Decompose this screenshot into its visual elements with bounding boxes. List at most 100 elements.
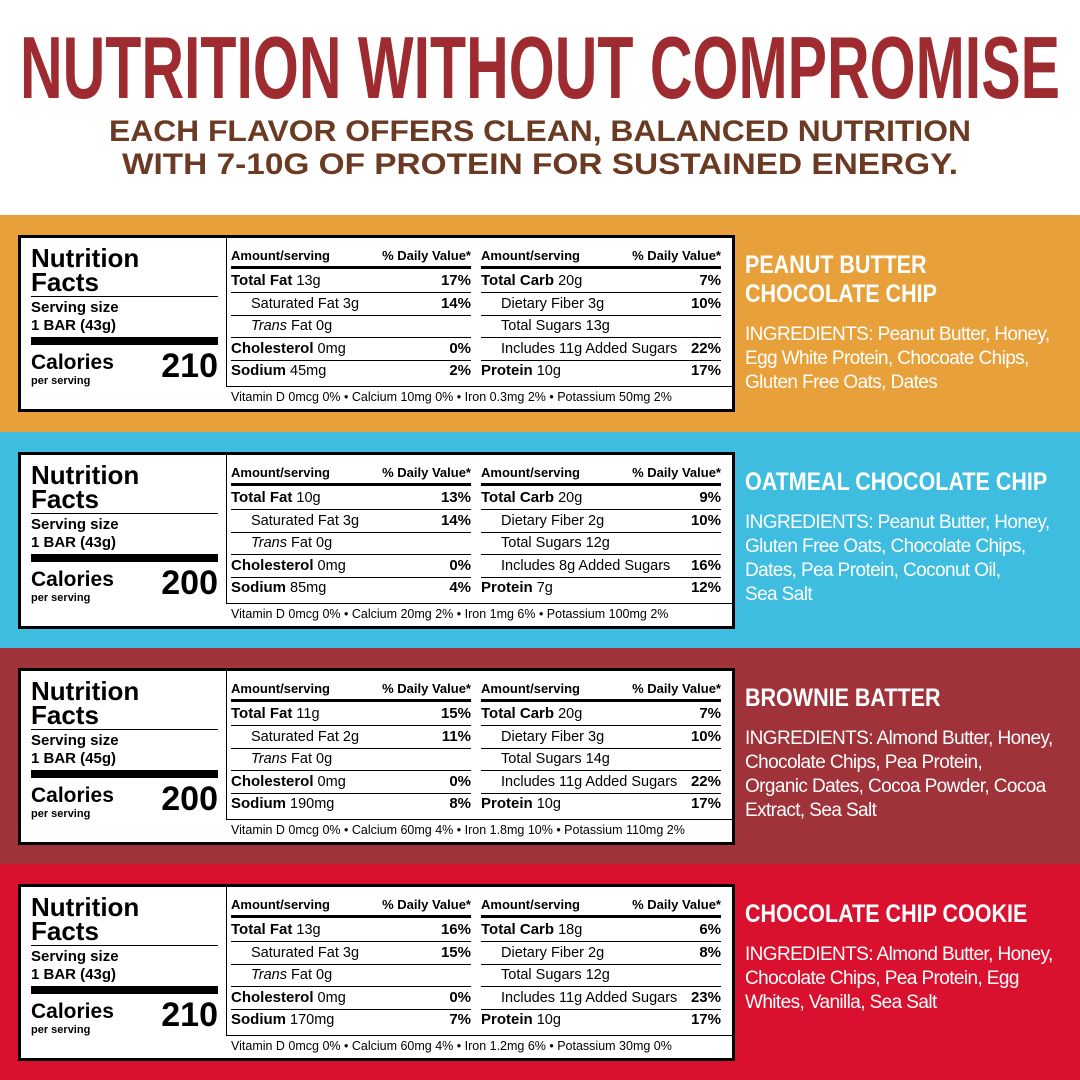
daily-value: 11% [441,727,471,745]
nutrient-amount: 0mg [317,557,346,574]
nutrient-row: Total Fat 13g [231,271,321,291]
nutrient-row: Includes 11g Added Sugars [501,339,677,359]
nutrient-label: Total Fat [231,272,293,289]
serving-label: Serving size [31,299,119,316]
nutrient-row: Dietary Fiber 3g [501,727,604,747]
nutrient-amount: 20g [558,490,583,506]
rule [231,554,471,555]
rule [231,915,471,918]
nutrient-amount: 7g [536,580,553,596]
header: NUTRITION WITHOUT COMPROMISE EACH FLAVOR… [20,18,1060,181]
vitamins: Vitamin D 0mcg 0% • Calcium 60mg 4% • Ir… [231,823,685,837]
title: NUTRITION WITHOUT COMPROMISE [20,18,1060,117]
nutrient-label: Cholesterol [231,556,314,574]
nutrient-row: Saturated Fat 2g [251,727,359,747]
daily-value: 17% [690,795,721,812]
rule [481,576,721,578]
rule [231,792,471,794]
rule [231,483,471,486]
column-header: % Daily Value* [382,897,471,912]
daily-value: 7% [699,272,721,289]
nutrient-amount: 10g [536,796,561,812]
nutrient-row: Protein 7g [481,578,553,598]
rule [226,887,227,1035]
per-serving: per serving [31,592,91,604]
rule [481,941,721,942]
ingredients-line: Gluten Free Oats, Chocolate Chips, [745,536,1026,557]
column-header: % Daily Value* [382,681,471,696]
ingredients-line: Egg White Protein, Chocoate Chips, [745,348,1029,369]
product-info: OATMEAL CHOCOLATE CHIP INGREDIENTS: Peanu… [745,468,1075,607]
column-header: % Daily Value* [632,897,721,912]
calories-label: Calories [31,1000,114,1023]
ingredients-line: Chocolate Chips, Pea Protein, Egg [745,968,1019,989]
daily-value: 22% [690,772,721,790]
nutrient-amount: 170mg [290,1012,335,1028]
panel-heading: Nutrition [31,676,140,706]
nutrient-amount: 0g [316,318,333,334]
nutrient-label: Dietary Fiber [501,512,584,529]
rule [481,725,721,726]
ingredients-line: Chocolate Chips, Pea Protein, [745,752,983,773]
ingredients: INGREDIENTS: Almond Butter, Honey, Chocol… [745,727,1075,823]
panel-heading: Nutrition [31,460,140,490]
product-info: BROWNIE BATTER INGREDIENTS: Almond Butter… [745,684,1075,823]
column-header: % Daily Value* [382,248,471,263]
column-header: % Daily Value* [632,465,721,480]
rule [231,531,471,533]
nutrient-amount: 0mg [317,340,346,357]
ingredients: INGREDIENTS: Peanut Butter, Honey, Egg Wh… [745,323,1075,395]
nutrient-row: Includes 11g Added Sugars [501,988,677,1008]
nutrient-label: Sodium [231,795,286,812]
nutrient-amount: 2g [342,728,360,745]
nutrition-panel: Nutrition Facts Serving size 1 BAR (43g) Cal… [18,235,735,412]
rule [231,359,471,361]
ingredients-line: Extract, Sea Salt [745,800,877,821]
daily-value: 6% [699,921,721,938]
column-header: Amount/serving [231,248,330,263]
rule [481,531,721,533]
nutrient-label: Total Fat [231,921,293,938]
ingredients-line: INGREDIENTS: Almond Butter, Honey, [745,728,1053,749]
rule [481,314,721,316]
serving-label: Serving size [31,516,119,533]
daily-value: 0% [449,988,471,1006]
per-serving: per serving [31,808,91,820]
nutrient-amount: 0mg [317,989,346,1006]
daily-value: 14% [440,511,471,529]
nutrient-row: Cholesterol 0mg [231,556,346,576]
subtitle-line: WITH 7-10G OF PROTEIN FOR SUSTAINED ENER… [122,148,958,181]
nutrient-row: Sodium 45mg [231,361,326,381]
product-name-line: CHOCOLATE CHIP [745,280,937,308]
nutrient-row: Total Fat 10g [231,488,321,508]
daily-value: 16% [690,556,721,574]
nutrient-label: Saturated Fat [251,728,339,745]
nutrient-row: Total Fat 11g [231,704,320,724]
rule [481,337,721,338]
product-info: CHOCOLATE CHIP COOKIE INGREDIENTS: Almond… [745,900,1075,1015]
nutrient-row: Total Carb 20g [481,271,582,291]
per-serving: per serving [31,1024,91,1036]
daily-value: 0% [449,772,471,790]
nutrient-amount: 85mg [290,580,327,596]
nutrient-amount: 13g [585,318,610,334]
rule [481,266,721,269]
nutrient-amount: 2g [588,944,605,961]
nutrient-row: Trans Fat 0g [251,749,332,769]
nutrient-row: Cholesterol 0mg [231,772,346,792]
rule [231,337,471,338]
nutrient-label: Trans [251,535,287,551]
nutrient-amount: 0g [316,751,333,767]
ingredients-line: Gluten Free Oats, Dates [745,372,938,393]
serving-size: 1 BAR (43g) [31,317,117,334]
nutrient-label: Protein [481,362,533,379]
daily-value: 15% [440,943,471,961]
column-header: Amount/serving [481,681,580,696]
rule [31,945,218,946]
nutrient-row: Protein 10g [481,361,561,381]
nutrient-label: Total Fat [231,489,293,506]
ingredients-line: Organic Dates, Cocoa Powder, Cocoa [745,776,1046,797]
nutrient-label: Saturated Fat [251,512,339,529]
nutrient-amount: 3g [342,295,360,312]
nutrient-row: Total Carb 20g [481,488,582,508]
